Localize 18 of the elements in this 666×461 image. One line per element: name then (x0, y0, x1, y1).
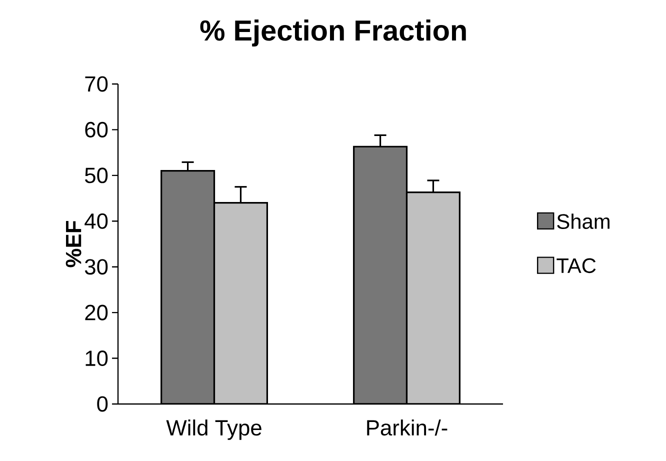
legend-label: TAC (556, 258, 596, 274)
legend-label: Sham (557, 214, 610, 229)
chart-title: % Ejection Fraction (200, 20, 466, 46)
y-tick-label: 0 (97, 396, 108, 412)
bar (213, 202, 268, 404)
bar (406, 192, 460, 404)
y-tick-label: 10 (86, 350, 108, 366)
bar (160, 170, 216, 404)
y-tick-label: 50 (84, 168, 108, 184)
y-tick-label: 40 (84, 213, 108, 229)
y-tick-label: 60 (85, 122, 108, 138)
y-axis-title: %EF (66, 221, 82, 268)
y-tick-label: 30 (84, 259, 108, 275)
x-tick-label: Wild Type (166, 419, 262, 440)
x-tick-label: Parkin-/- (367, 419, 448, 436)
bar (353, 146, 408, 404)
y-tick-label: 70 (85, 76, 108, 92)
y-tick-label: 20 (85, 304, 108, 320)
